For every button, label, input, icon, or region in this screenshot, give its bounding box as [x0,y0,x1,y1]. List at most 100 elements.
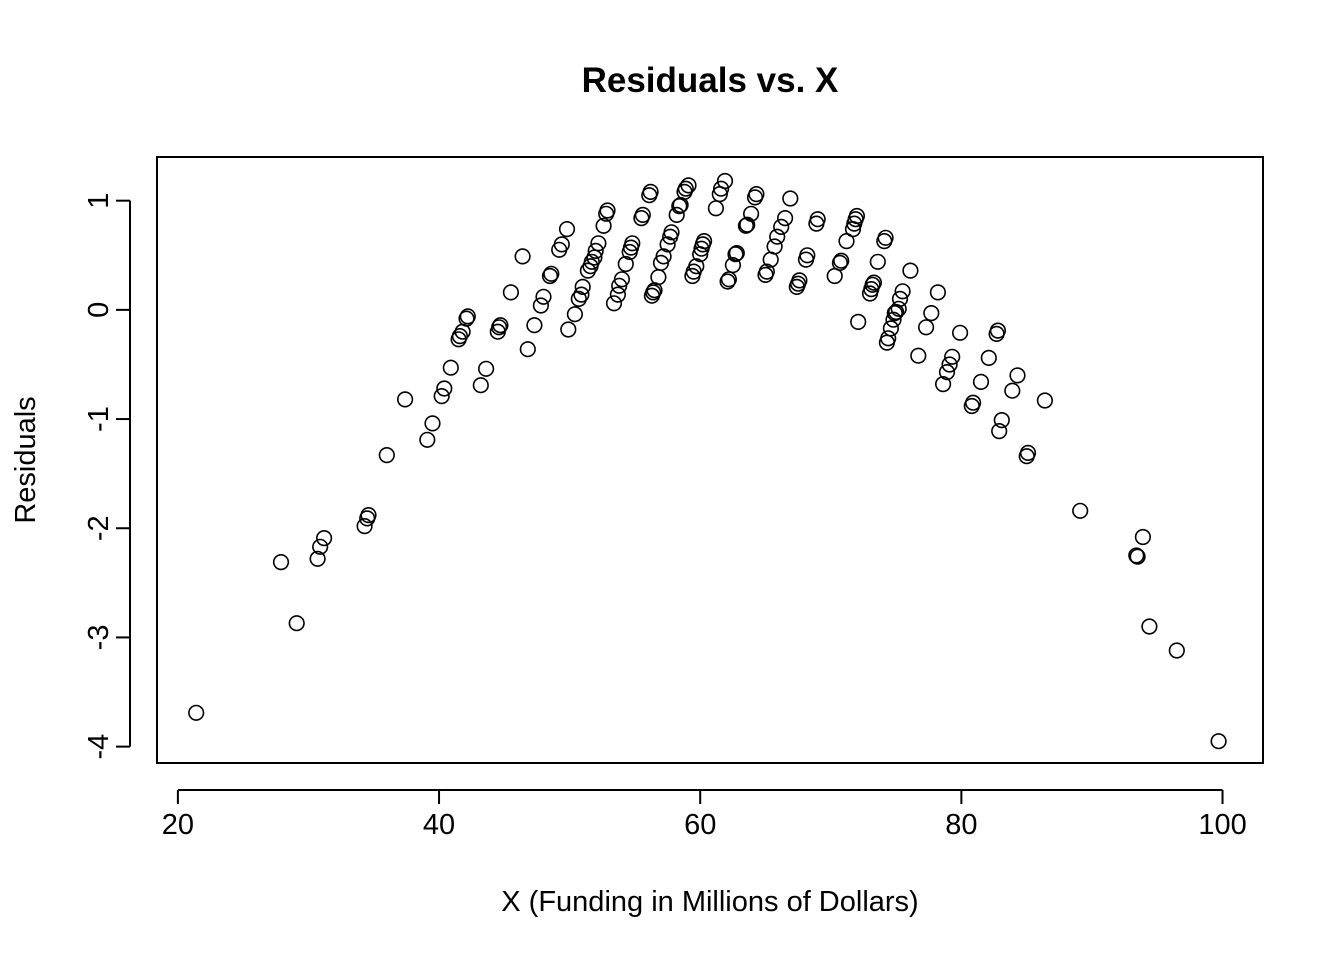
data-point [1072,502,1089,519]
data-point [558,221,576,238]
data-point [791,272,808,289]
data-point [1004,382,1021,399]
data-point [609,286,627,303]
y-axis: -4 -3 -2 -1 0 1 [83,193,131,760]
data-point [877,229,894,246]
data-point [599,202,616,219]
y-tick-label: -1 [83,406,115,432]
data-point [739,216,756,233]
data-point [570,290,587,308]
data-point [885,311,902,328]
data-point [864,276,881,293]
data-point [583,253,600,270]
data-point [579,262,597,279]
data-point [742,205,760,222]
data-point [923,305,940,322]
data-point [809,211,826,228]
data-point [891,290,909,308]
data-point [436,380,453,397]
data-point [424,415,441,432]
data-point [442,359,459,376]
data-point [727,246,744,263]
data-point [1009,367,1026,384]
data-point [309,550,326,567]
data-point [972,373,990,391]
data-point [659,236,676,253]
data-point [707,200,725,217]
data-point [695,233,713,250]
data-point [1141,618,1158,635]
data-point [433,388,450,405]
data-point [502,284,520,301]
data-point [728,245,745,262]
y-tick-label: 0 [83,302,115,318]
data-point [605,295,623,312]
data-points [188,172,1227,750]
data-point [989,322,1007,339]
data-point [833,252,850,269]
data-point [478,360,495,377]
data-point [645,284,662,301]
data-point [587,242,604,259]
data-point [574,278,591,296]
data-point [910,347,927,364]
data-point [748,186,765,203]
data-point [865,274,883,291]
data-point [188,704,205,721]
data-point [831,254,849,271]
data-point [1210,733,1227,750]
data-point [459,308,476,325]
data-point [595,217,612,234]
data-point [617,255,634,273]
data-point [316,529,333,547]
data-point [980,349,997,367]
data-point [590,235,607,252]
data-point [397,391,414,408]
data-point [553,236,570,253]
plot-frame [156,156,1264,764]
data-point [543,265,560,282]
chart-title: Residuals vs. X [582,61,839,100]
data-point [535,288,552,305]
data-point [929,284,947,301]
data-point [634,206,651,223]
data-point [519,341,536,358]
data-point [724,257,742,274]
data-point [451,328,469,345]
data-point [655,248,672,265]
data-point [650,269,667,286]
y-tick-label: 1 [83,193,115,209]
data-point [894,283,911,300]
x-tick-label: 100 [1198,809,1246,841]
data-point [799,247,816,264]
data-point [850,313,867,331]
data-point [882,320,900,337]
data-point [719,273,736,290]
x-tick-label: 80 [945,809,977,841]
data-point [1019,444,1037,462]
data-point [848,207,866,225]
data-point [492,317,509,334]
data-point [869,253,886,270]
x-tick-label: 60 [684,809,716,841]
y-tick-label: -4 [83,734,115,760]
data-point [624,235,641,252]
data-point [782,190,799,207]
data-point [677,180,694,197]
data-point [716,172,734,190]
x-tick-label: 40 [423,809,455,841]
y-tick-label: -2 [83,515,115,541]
data-point [964,394,982,411]
data-point [472,377,489,394]
data-point [532,297,550,314]
data-point [902,262,919,279]
data-point [1129,548,1146,565]
data-point [458,310,475,327]
data-point [758,263,775,280]
data-point [938,364,956,381]
data-point [1168,642,1185,659]
data-point [491,319,508,336]
data-point [526,317,543,334]
